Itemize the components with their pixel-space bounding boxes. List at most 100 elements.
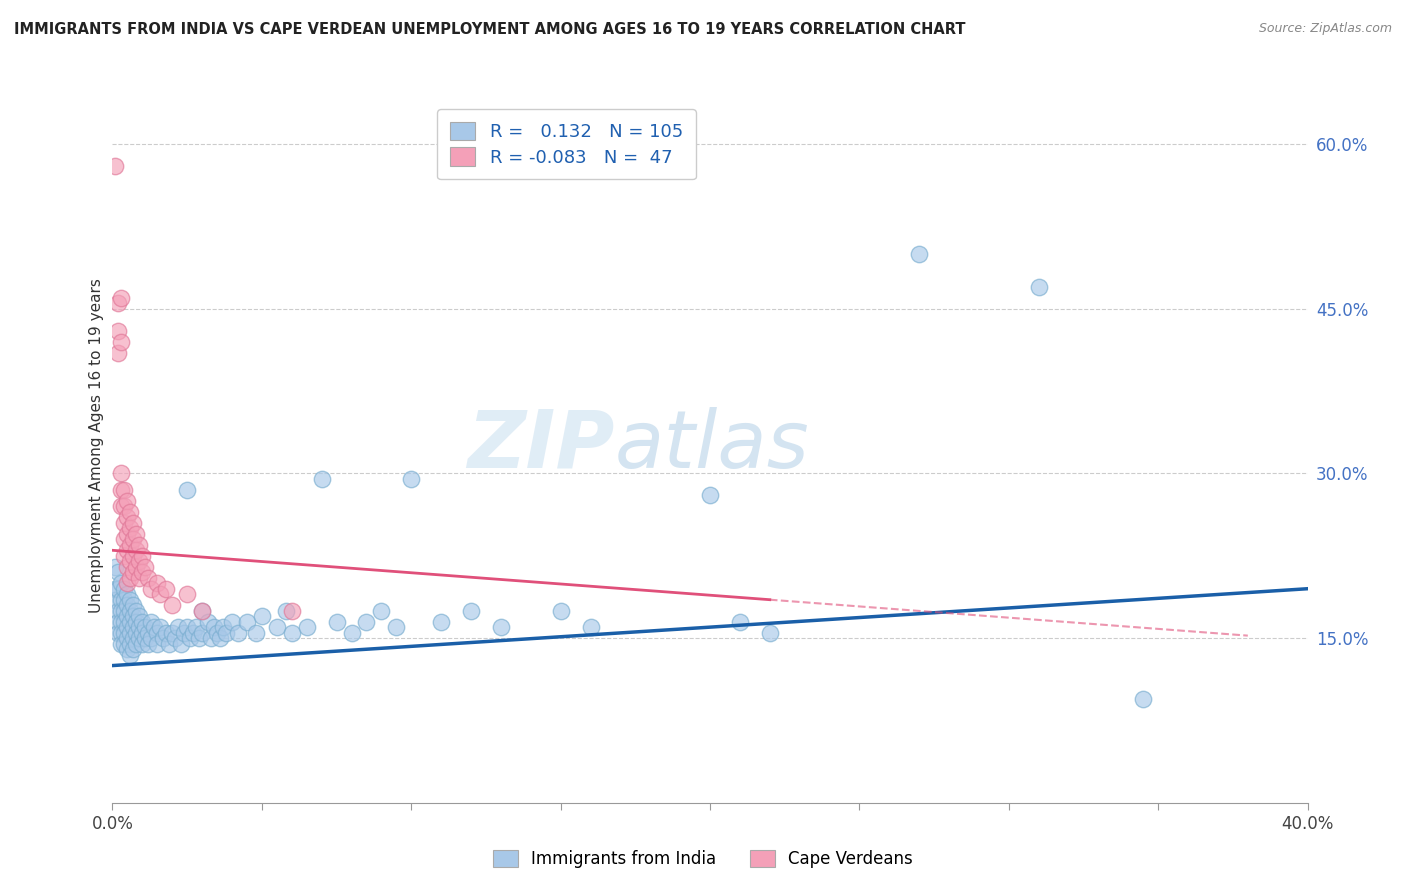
Point — [128, 620, 150, 634]
Point — [104, 559, 127, 574]
Point — [141, 631, 163, 645]
Point — [141, 582, 163, 596]
Point — [191, 604, 214, 618]
Point — [128, 571, 150, 585]
Point — [125, 625, 148, 640]
Point — [1028, 280, 1050, 294]
Point — [114, 604, 135, 618]
Point — [208, 631, 231, 645]
Point — [122, 566, 145, 580]
Point — [191, 625, 214, 640]
Point — [128, 609, 150, 624]
Point — [128, 554, 150, 568]
Point — [1132, 691, 1154, 706]
Point — [117, 631, 139, 645]
Point — [117, 526, 139, 541]
Legend: Immigrants from India, Cape Verdeans: Immigrants from India, Cape Verdeans — [486, 843, 920, 875]
Point — [146, 637, 169, 651]
Point — [120, 521, 142, 535]
Point — [104, 592, 127, 607]
Point — [104, 159, 127, 173]
Point — [125, 615, 148, 629]
Point — [295, 620, 318, 634]
Point — [128, 631, 150, 645]
Point — [134, 559, 156, 574]
Point — [149, 587, 172, 601]
Point — [114, 592, 135, 607]
Text: IMMIGRANTS FROM INDIA VS CAPE VERDEAN UNEMPLOYMENT AMONG AGES 16 TO 19 YEARS COR: IMMIGRANTS FROM INDIA VS CAPE VERDEAN UN… — [14, 22, 966, 37]
Point — [215, 625, 238, 640]
Point — [356, 615, 378, 629]
Point — [550, 604, 572, 618]
Point — [122, 516, 145, 530]
Point — [125, 637, 148, 651]
Point — [117, 609, 139, 624]
Point — [311, 472, 333, 486]
Point — [430, 615, 453, 629]
Point — [117, 620, 139, 634]
Point — [370, 604, 392, 618]
Point — [117, 576, 139, 591]
Point — [104, 582, 127, 596]
Point — [122, 598, 145, 612]
Point — [162, 625, 183, 640]
Point — [245, 625, 267, 640]
Point — [138, 637, 160, 651]
Point — [107, 615, 129, 629]
Point — [107, 566, 129, 580]
Point — [117, 494, 139, 508]
Point — [120, 592, 142, 607]
Point — [110, 604, 132, 618]
Point — [138, 571, 160, 585]
Point — [134, 620, 156, 634]
Point — [120, 554, 142, 568]
Point — [120, 625, 142, 640]
Point — [131, 615, 153, 629]
Point — [114, 483, 135, 497]
Point — [117, 642, 139, 657]
Point — [110, 625, 132, 640]
Point — [152, 631, 174, 645]
Point — [120, 604, 142, 618]
Point — [120, 505, 142, 519]
Point — [120, 615, 142, 629]
Point — [170, 637, 193, 651]
Point — [122, 620, 145, 634]
Point — [131, 566, 153, 580]
Point — [128, 538, 150, 552]
Point — [107, 582, 129, 596]
Point — [138, 625, 160, 640]
Point — [131, 549, 153, 563]
Point — [114, 615, 135, 629]
Point — [401, 472, 423, 486]
Point — [110, 483, 132, 497]
Point — [114, 516, 135, 530]
Point — [107, 625, 129, 640]
Point — [226, 625, 249, 640]
Y-axis label: Unemployment Among Ages 16 to 19 years: Unemployment Among Ages 16 to 19 years — [89, 278, 104, 614]
Point — [155, 582, 177, 596]
Point — [122, 533, 145, 547]
Text: ZIP: ZIP — [467, 407, 614, 485]
Point — [114, 549, 135, 563]
Point — [120, 571, 142, 585]
Point — [165, 631, 187, 645]
Point — [460, 604, 482, 618]
Point — [110, 500, 132, 514]
Point — [125, 526, 148, 541]
Text: Source: ZipAtlas.com: Source: ZipAtlas.com — [1258, 22, 1392, 36]
Point — [146, 576, 169, 591]
Legend: R =   0.132   N = 105, R = -0.083   N =  47: R = 0.132 N = 105, R = -0.083 N = 47 — [437, 109, 696, 179]
Point — [114, 625, 135, 640]
Point — [205, 625, 228, 640]
Point — [221, 615, 243, 629]
Point — [120, 648, 142, 662]
Point — [120, 637, 142, 651]
Point — [281, 625, 304, 640]
Point — [200, 631, 222, 645]
Point — [114, 637, 135, 651]
Point — [122, 549, 145, 563]
Point — [274, 604, 297, 618]
Point — [141, 615, 163, 629]
Point — [162, 598, 183, 612]
